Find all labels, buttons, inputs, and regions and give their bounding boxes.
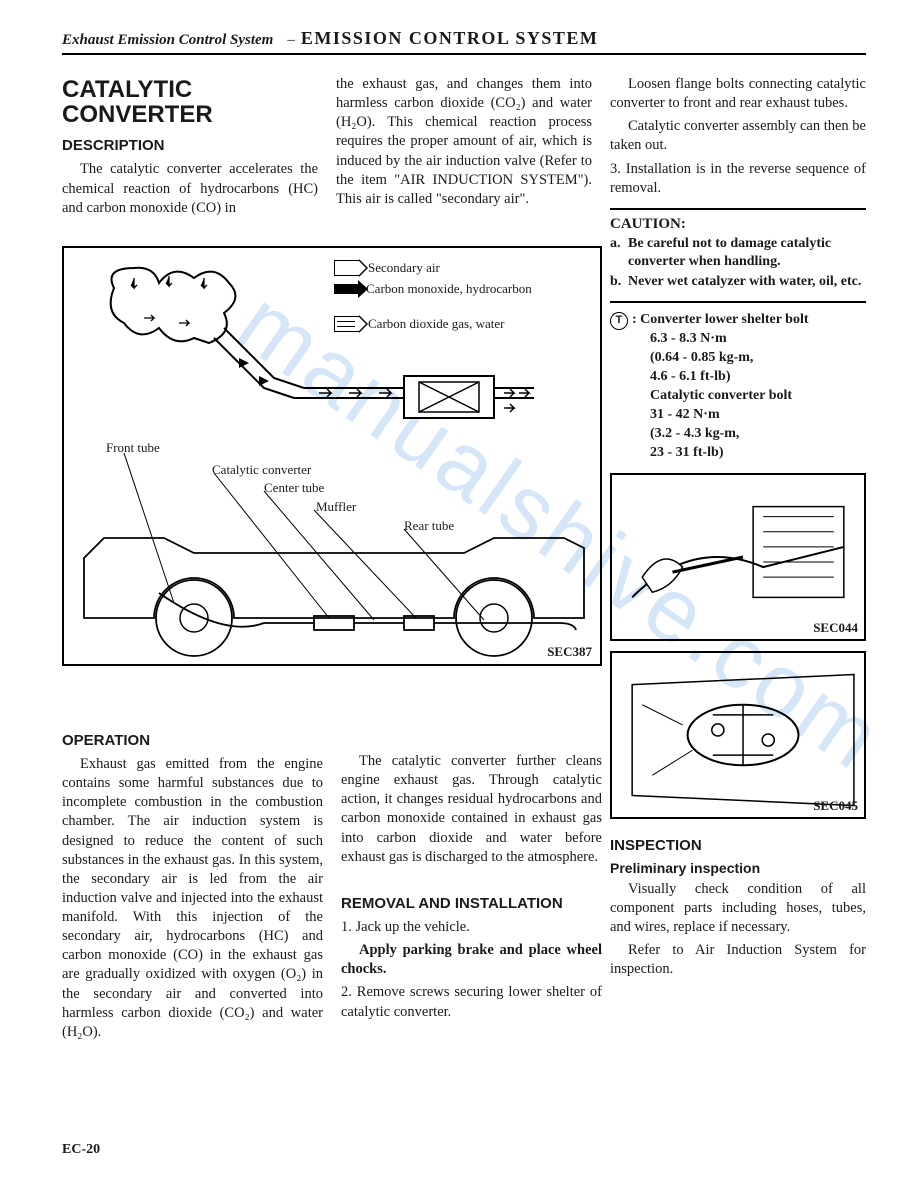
torque-1a: 6.3 - 8.3 N·m [650,330,866,349]
operation-mid-para: The catalytic converter further cleans e… [341,752,602,867]
rule [610,208,866,210]
caution-heading: CAUTION: [610,216,866,233]
caution-list: Be careful not to damage catalytic conve… [610,235,866,292]
lower-columns: OPERATION Exhaust gas emitted from the e… [62,726,602,1046]
illus-svg-1 [612,475,864,639]
header-dash: – [287,32,295,49]
diagram-wrap: Secondary air Carbon monoxide, hydrocarb… [62,246,602,1046]
diagram-svg [64,248,600,664]
illustration-2: SEC045 [610,651,866,819]
torque-2b: (3.2 - 4.3 kg-m, [650,425,866,444]
right-p1: Loosen flange bolts connecting catalytic… [610,75,866,113]
caution-a: Be careful not to damage catalytic conve… [628,235,866,271]
figref-main: SEC387 [547,644,592,660]
removal-bold: Apply parking brake and place wheel choc… [341,941,602,979]
label-muffler: Muffler [316,499,356,515]
torque-2c: 23 - 31 ft-lb) [650,444,866,463]
col-right: Loosen flange bolts connecting catalytic… [610,75,866,983]
header-section: Exhaust Emission Control System [62,32,273,49]
inspection-p1: Visually check condition of all componen… [610,880,866,937]
torque-2a: 31 - 42 N·m [650,406,866,425]
removal-step-1: 1. Jack up the vehicle. [341,918,602,937]
illus-svg-2 [612,653,864,817]
page-title: CATALYTIC CONVERTER [62,77,318,127]
removal-step-2: 2. Remove screws securing lower shelter … [341,983,602,1021]
page-number: EC-20 [62,1142,100,1158]
rule [610,301,866,303]
torque-icon: T [610,312,628,330]
intro-para: the exhaust gas, and changes them into h… [336,75,592,209]
operation-heading: OPERATION [62,732,323,749]
torque-label: : Converter lower shelter bolt [632,312,809,327]
figref-1: SEC044 [813,620,858,636]
inspection-heading: INSPECTION [610,837,866,854]
illustration-1: SEC044 [610,473,866,641]
label-catalytic: Catalytic converter [212,462,311,478]
right-p3: 3. Installation is in the reverse sequen… [610,160,866,198]
lower-mid: The catalytic converter further cleans e… [341,726,602,1046]
label-center-tube: Center tube [264,480,324,496]
torque-2h: Catalytic converter bolt [650,387,866,406]
inspection-p2: Refer to Air Induction System for inspec… [610,941,866,979]
running-head: Exhaust Emission Control System – EMISSI… [62,28,866,55]
right-p2: Catalytic converter assembly can then be… [610,117,866,155]
operation-para: Exhaust gas emitted from the engine cont… [62,755,323,1042]
torque-spec: T : Converter lower shelter bolt 6.3 - 8.… [610,311,866,462]
header-chapter: EMISSION CONTROL SYSTEM [301,28,599,49]
prelim-heading: Preliminary inspection [610,860,866,876]
label-rear-tube: Rear tube [404,518,454,534]
figref-2: SEC045 [813,798,858,814]
removal-heading: REMOVAL AND INSTALLATION [341,895,602,912]
description-para: The catalytic converter accelerates the … [62,160,318,217]
torque-1b: (0.64 - 0.85 kg-m, [650,349,866,368]
description-heading: DESCRIPTION [62,137,318,154]
torque-1c: 4.6 - 6.1 ft-lb) [650,368,866,387]
caution-b: Never wet catalyzer with water, oil, etc… [628,273,866,291]
lower-left: OPERATION Exhaust gas emitted from the e… [62,726,323,1046]
main-diagram: Secondary air Carbon monoxide, hydrocarb… [62,246,602,666]
label-front-tube: Front tube [106,440,160,456]
